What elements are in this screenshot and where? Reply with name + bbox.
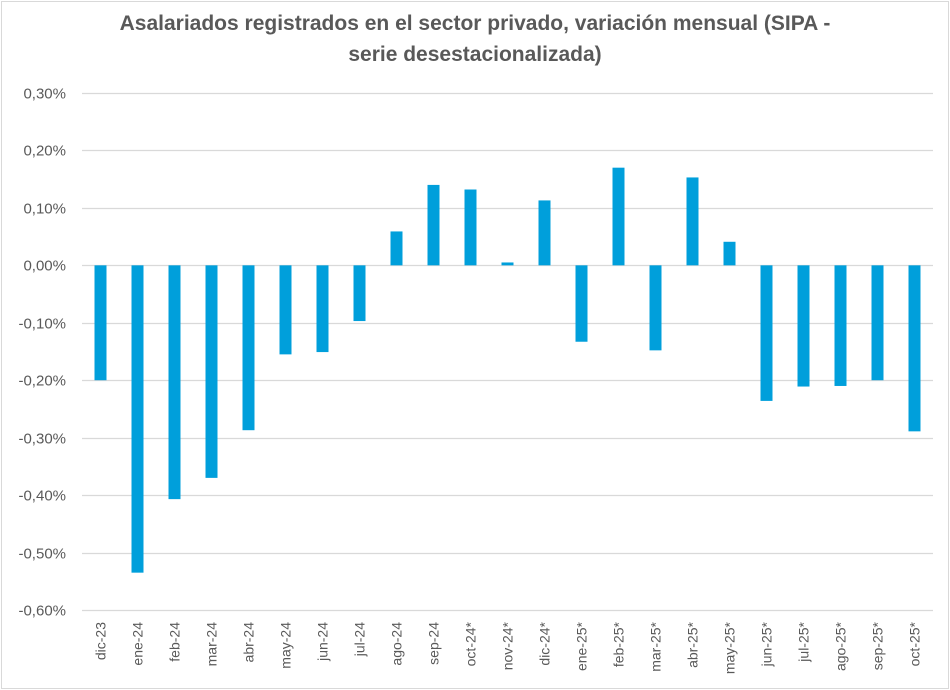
x-tick-label: mar-25* [648,621,664,671]
x-tick-label: ago-25* [833,621,849,671]
bar-may-24 [279,265,292,355]
chart-title-line-2: serie desestacionalizada) [348,43,602,66]
x-tick-label: ago-24 [389,622,405,666]
x-tick-label: mar-24 [204,622,220,667]
x-tick-label: sep-25* [870,621,886,670]
y-tick-label: 0,30% [23,86,66,103]
bar-mar-25 [649,265,662,351]
x-tick-label: jun-25* [759,621,775,667]
y-tick-label: 0,00% [23,258,66,275]
chart-title-line-1: Asalariados registrados en el sector pri… [119,12,831,35]
x-tick-label: may-25* [722,621,738,674]
x-tick-label: feb-24 [167,622,183,662]
x-tick-label: sep-24 [426,622,442,665]
x-tick-label: dic-23 [93,622,109,660]
x-tick-label: may-24 [278,622,294,669]
x-tick-label: feb-25* [611,621,627,667]
bar-jun-25 [760,265,773,401]
x-tick-label: jun-24 [315,622,331,662]
y-tick-label: -0,20% [18,373,66,390]
x-axis-tick-labels: dic-23 ene-24 feb-24 mar-24 abr-24 may-24 jun-… [93,621,923,674]
bar-feb-25 [612,167,625,266]
bars [94,167,921,573]
y-tick-label: 0,10% [23,201,66,218]
bar-sep-24 [427,184,440,266]
bar-jul-24 [353,265,366,322]
bar-may-25 [723,241,736,266]
bar-dic-23 [94,265,107,381]
x-tick-label: jul-24 [352,622,368,657]
x-tick-label: abr-24 [241,622,257,663]
bar-sep-25 [871,265,884,381]
bar-dic-24 [538,200,551,266]
y-tick-label: -0,50% [18,546,66,563]
y-tick-label: -0,40% [18,488,66,505]
bar-ene-24 [131,265,144,573]
bar-ago-25 [834,265,847,386]
gridlines [82,92,933,612]
bar-oct-25 [908,265,921,432]
y-axis-tick-labels: 0,30% 0,20% 0,10% 0,00% -0,10% -0,20% -0,30% -0… [18,86,66,620]
x-tick-label: jul-25* [796,621,812,662]
y-tick-label: -0,10% [18,316,66,333]
bar-feb-24 [168,265,181,500]
y-tick-label: -0,30% [18,431,66,448]
x-tick-label: ene-24 [130,622,146,666]
x-tick-label: dic-24* [537,621,553,665]
x-tick-label: nov-24* [500,621,516,670]
x-tick-label: oct-25* [907,621,923,666]
bar-abr-24 [242,265,255,431]
bar-oct-24 [464,189,477,266]
bar-ene-25 [575,265,588,342]
x-tick-label: oct-24* [463,621,479,666]
bar-abr-25 [686,177,699,266]
bar-jul-25 [797,265,810,387]
x-tick-label: ene-25* [574,621,590,671]
chart-title: Asalariados registrados en el sector pri… [0,8,950,70]
y-tick-label: -0,60% [18,603,66,620]
x-tick-label: abr-25* [685,621,701,667]
bar-nov-24 [501,262,514,266]
y-tick-label: 0,20% [23,143,66,160]
bar-mar-24 [205,265,218,478]
bar-jun-24 [316,265,329,353]
bar-ago-24 [390,231,403,266]
